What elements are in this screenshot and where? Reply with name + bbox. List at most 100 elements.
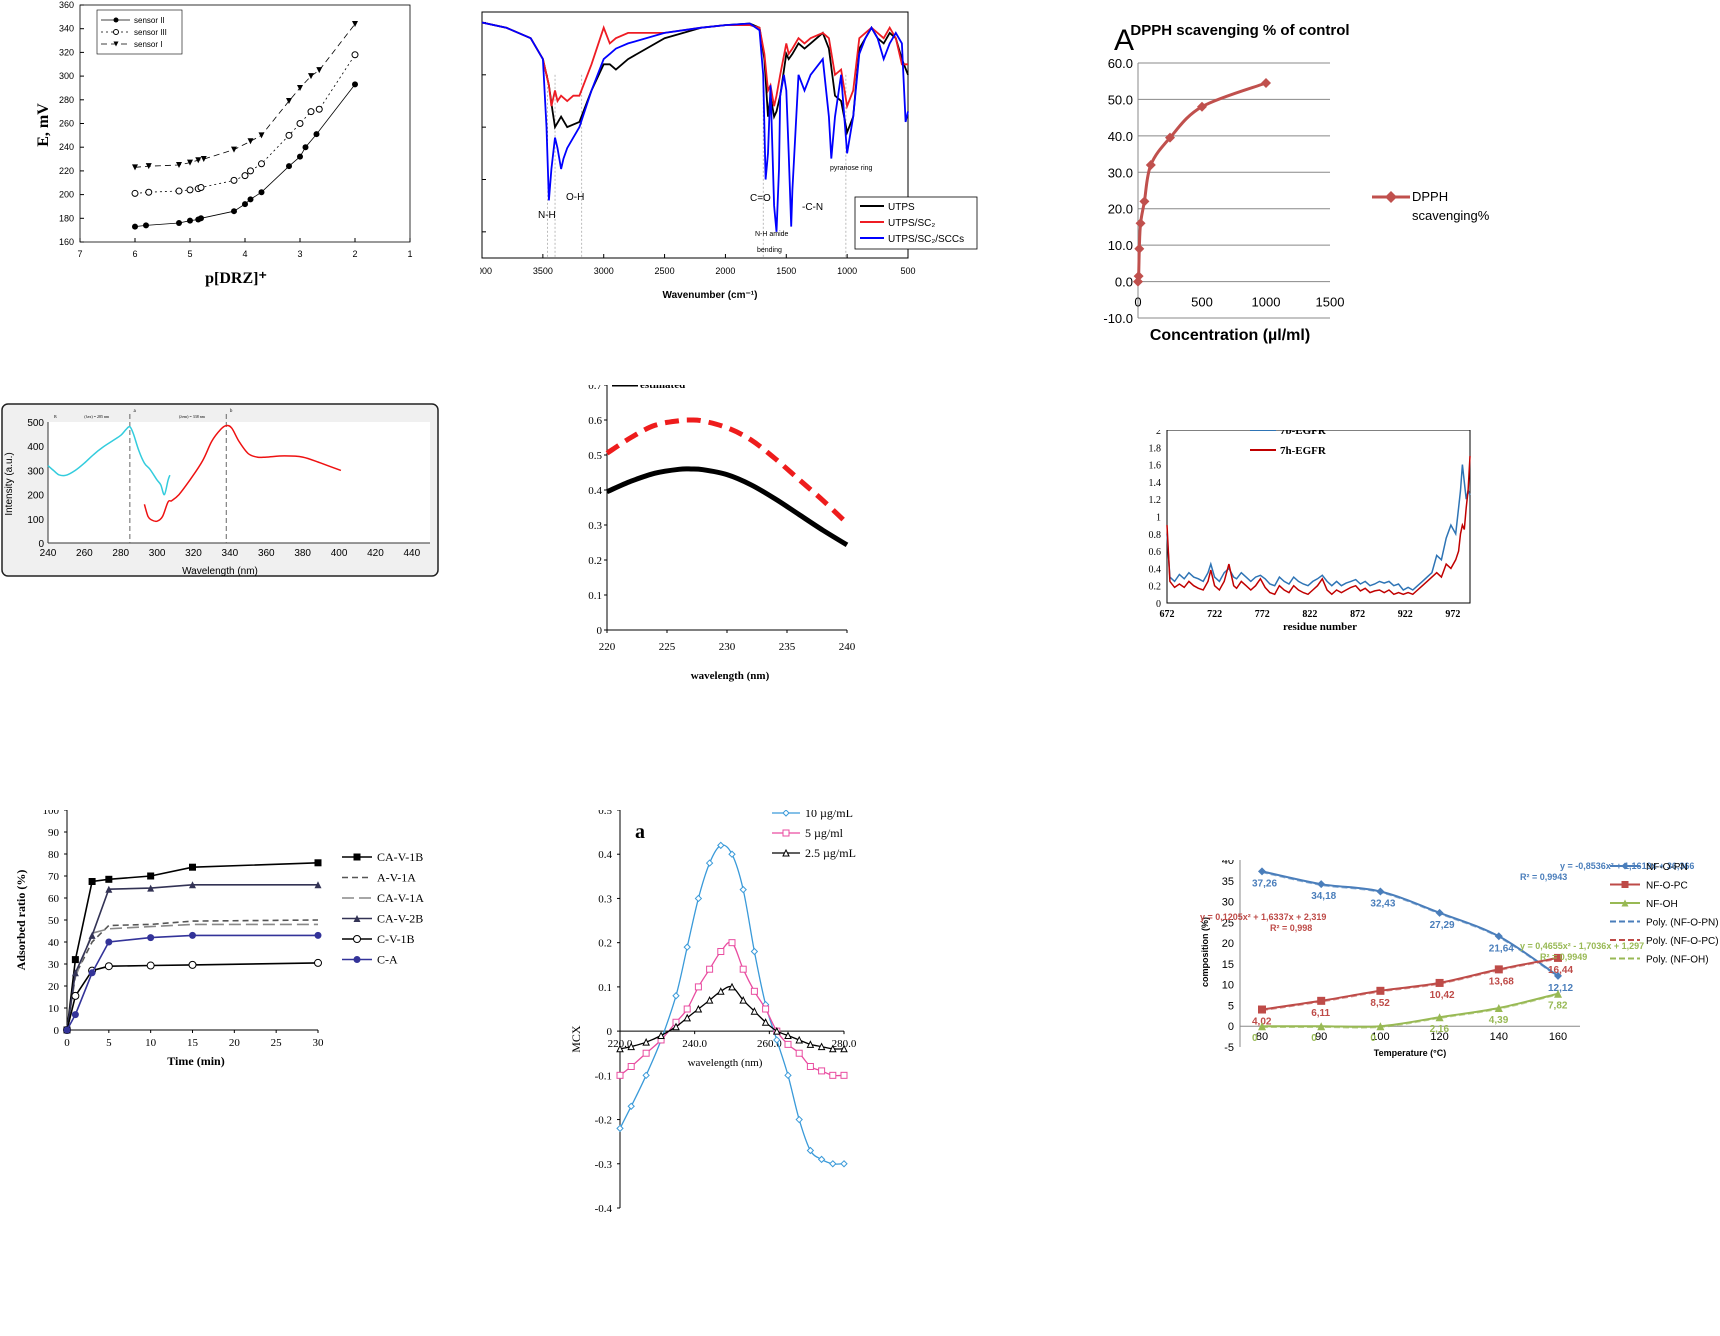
y-tick-label: 10 [48, 1003, 60, 1015]
chart-svg: 0 10 20 30 40 50 60 70 80 90 100 0 5 10 15 20 25 30 Time (… [14, 805, 424, 1068]
series-line [143, 424, 342, 523]
series-line [66, 923, 318, 1031]
x-tick-label: 80 [1256, 1031, 1268, 1043]
x-tick-label: 500 [1191, 295, 1213, 310]
point [772, 1026, 781, 1035]
point [1376, 1022, 1385, 1031]
chart-svg: 0.60.70.80.91.04000350030002500200015001… [444, 11, 978, 301]
x-tick-label: 1500 [1316, 295, 1345, 310]
point [1258, 1022, 1266, 1031]
point [247, 167, 254, 175]
y-tick-label: 30.0 [1108, 165, 1133, 180]
point [176, 220, 182, 227]
equation: y = 0,1205x² + 1,6337x + 2,319 [1200, 912, 1326, 922]
trend-line [1261, 958, 1559, 1012]
point [795, 1049, 803, 1057]
annotation: N-H amide [755, 231, 789, 238]
point [146, 961, 155, 970]
point [145, 188, 153, 196]
point [187, 217, 193, 224]
point [71, 1011, 79, 1019]
x-tick-label: 672 [1160, 609, 1175, 620]
point [105, 938, 113, 946]
y-tick-label: 0.2 [1149, 582, 1162, 593]
point [1134, 243, 1145, 254]
point [242, 201, 248, 208]
x-tick-label: 280 [112, 548, 129, 559]
legend-label: UTPS/SC₂ [888, 218, 935, 229]
point [353, 935, 361, 943]
y-tick-label: 0 [1156, 599, 1161, 610]
x-tick-label: 100 [1371, 1031, 1389, 1043]
point [750, 1007, 759, 1015]
x-tick-label: 240 [839, 641, 856, 653]
x-tick-label: 160 [1549, 1031, 1567, 1043]
annotation: a [133, 409, 136, 414]
y-tick-label: -0.4 [595, 1203, 613, 1215]
legend-label: scavenging% [1412, 208, 1490, 223]
point [717, 841, 725, 850]
y-tick-label: 0 [38, 539, 44, 550]
point [761, 1018, 770, 1026]
series: 4,02 6,11 8,52 10,42 13,68 16,44 [1252, 953, 1573, 1028]
y-tick-label: 300 [27, 466, 44, 477]
y-tick-label: 0.1 [588, 590, 602, 602]
x-tick-label: 20 [229, 1037, 241, 1049]
point [195, 157, 202, 164]
point [782, 809, 790, 817]
y-tick-label: 10 [1222, 980, 1234, 992]
y-axis-label: composition (%) [1200, 917, 1210, 987]
x-tick-label: 722 [1207, 609, 1222, 620]
x-tick-label: 220 [599, 641, 616, 653]
y-axis-label: E, mV [35, 103, 52, 147]
point [188, 960, 197, 969]
series-line [1166, 464, 1471, 591]
point [706, 965, 714, 973]
x-tick-label: 822 [1302, 609, 1317, 620]
point [296, 120, 304, 127]
x-tick-label: 340 [222, 548, 239, 559]
point [1494, 932, 1503, 941]
x-tick-label: 0 [64, 1037, 70, 1049]
point [132, 223, 138, 230]
point [784, 1071, 792, 1080]
point [840, 1071, 848, 1079]
data-label: 21,64 [1489, 943, 1514, 954]
legend: sensor II sensor III sensor I [96, 9, 183, 55]
data-label: 4,39 [1489, 1015, 1509, 1026]
point [817, 1155, 826, 1164]
trend-line [1261, 993, 1559, 1029]
point [739, 996, 748, 1004]
point [672, 992, 680, 1000]
legend-label: sensor II [134, 16, 165, 25]
annotation: pyranose ring [830, 165, 873, 172]
point [1554, 971, 1562, 980]
chart-svg: 0 100 200 300 400 500 240 260 280 300 320 340 360 380… [1, 403, 439, 577]
x-tick-label: 440 [403, 548, 420, 559]
annotation: O-H [566, 192, 584, 203]
series-line [1166, 455, 1471, 596]
y-tick-label: 400 [27, 442, 44, 453]
point [189, 881, 196, 889]
annotation: B [54, 414, 57, 419]
point [313, 131, 320, 138]
series [63, 881, 322, 1034]
legend-label: UTPS/SC₂/SCCs [888, 234, 964, 245]
point [806, 1062, 814, 1070]
y-tick-label: 100 [43, 810, 60, 817]
point [694, 983, 702, 991]
point [88, 969, 96, 977]
x-tick-label: 3 [297, 249, 302, 259]
point [829, 1160, 837, 1168]
x-tick-label: 6 [132, 249, 137, 259]
point [147, 872, 155, 880]
point [147, 934, 155, 942]
x-axis-label: wavelength (nm) [691, 670, 770, 682]
point [353, 915, 361, 922]
chart-svg: 0 0.1 0.2 0.3 0.4 0.5 0.6 0.7 220 225 230 235 240 wav… [563, 358, 856, 682]
point [840, 1160, 848, 1168]
x-axis-label: Concentration (µl/ml) [1150, 327, 1310, 344]
y-tick-label: 0.6 [588, 415, 602, 427]
point [200, 156, 207, 163]
series-line [605, 417, 849, 526]
